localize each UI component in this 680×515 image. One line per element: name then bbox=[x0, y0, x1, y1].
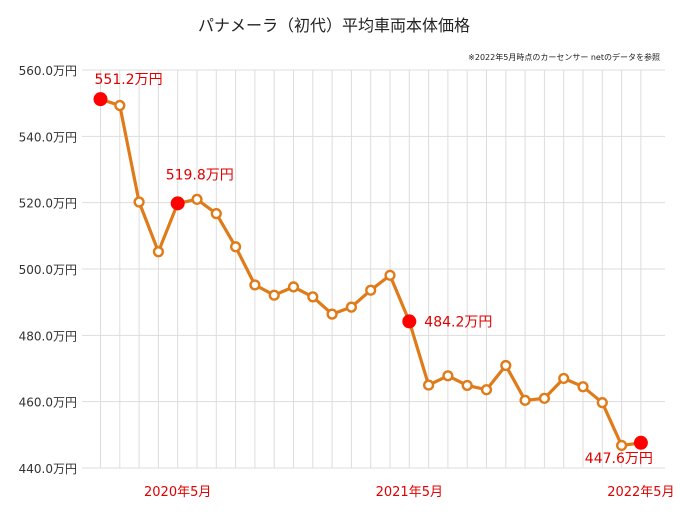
data-point bbox=[384, 269, 396, 281]
y-tick-label: 560.0万円 bbox=[19, 64, 77, 78]
points-layer bbox=[93, 92, 648, 452]
data-point bbox=[307, 291, 319, 303]
data-point bbox=[442, 370, 454, 382]
labels-layer: 551.2万円 519.8万円 484.2万円 447.6万円 bbox=[95, 72, 653, 467]
chart-note: ※2022年5月時点のカーセンサー netのデータを参照 bbox=[468, 52, 660, 62]
y-tick-label: 540.0万円 bbox=[19, 130, 77, 144]
x-tick-label: 2022年5月 bbox=[607, 485, 674, 500]
y-tick-label: 460.0万円 bbox=[19, 396, 77, 410]
data-label: 484.2万円 bbox=[424, 314, 492, 330]
data-point bbox=[461, 379, 473, 392]
data-point bbox=[615, 439, 628, 452]
data-point bbox=[480, 384, 493, 396]
data-point bbox=[191, 193, 203, 205]
data-point bbox=[423, 379, 435, 391]
data-point bbox=[287, 281, 300, 293]
data-point bbox=[249, 279, 261, 291]
data-point bbox=[577, 381, 589, 393]
data-label: 519.8万円 bbox=[166, 167, 234, 183]
highlight-point bbox=[93, 92, 108, 107]
highlight-point bbox=[633, 435, 648, 450]
data-point bbox=[596, 397, 608, 409]
data-point bbox=[558, 372, 570, 385]
data-point bbox=[230, 241, 242, 253]
data-label: 447.6万円 bbox=[585, 451, 653, 467]
data-point bbox=[152, 246, 165, 258]
y-tick-label: 440.0万円 bbox=[19, 462, 77, 476]
grid-layer bbox=[82, 69, 665, 469]
data-point bbox=[500, 359, 512, 372]
axis-layer: 560.0万円 540.0万円 520.0万円 500.0万円 480.0万円 460.0… bbox=[19, 64, 675, 500]
data-point bbox=[519, 394, 531, 406]
data-point bbox=[133, 196, 145, 208]
highlight-point bbox=[170, 196, 185, 211]
y-tick-label: 520.0万円 bbox=[19, 197, 77, 211]
data-point bbox=[326, 308, 338, 320]
data-point bbox=[345, 301, 358, 313]
data-point bbox=[210, 208, 222, 220]
highlight-point bbox=[402, 314, 417, 329]
data-point bbox=[268, 289, 280, 301]
x-tick-label: 2021年5月 bbox=[376, 485, 443, 500]
y-tick-label: 480.0万円 bbox=[19, 329, 77, 343]
chart-title: パナメーラ（初代）平均車両本体価格 bbox=[198, 16, 470, 35]
data-point bbox=[114, 99, 126, 112]
y-tick-label: 500.0万円 bbox=[19, 263, 77, 277]
x-tick-label: 2020年5月 bbox=[144, 485, 211, 500]
data-point bbox=[538, 392, 551, 404]
data-label: 551.2万円 bbox=[95, 72, 163, 88]
data-point bbox=[365, 284, 377, 296]
